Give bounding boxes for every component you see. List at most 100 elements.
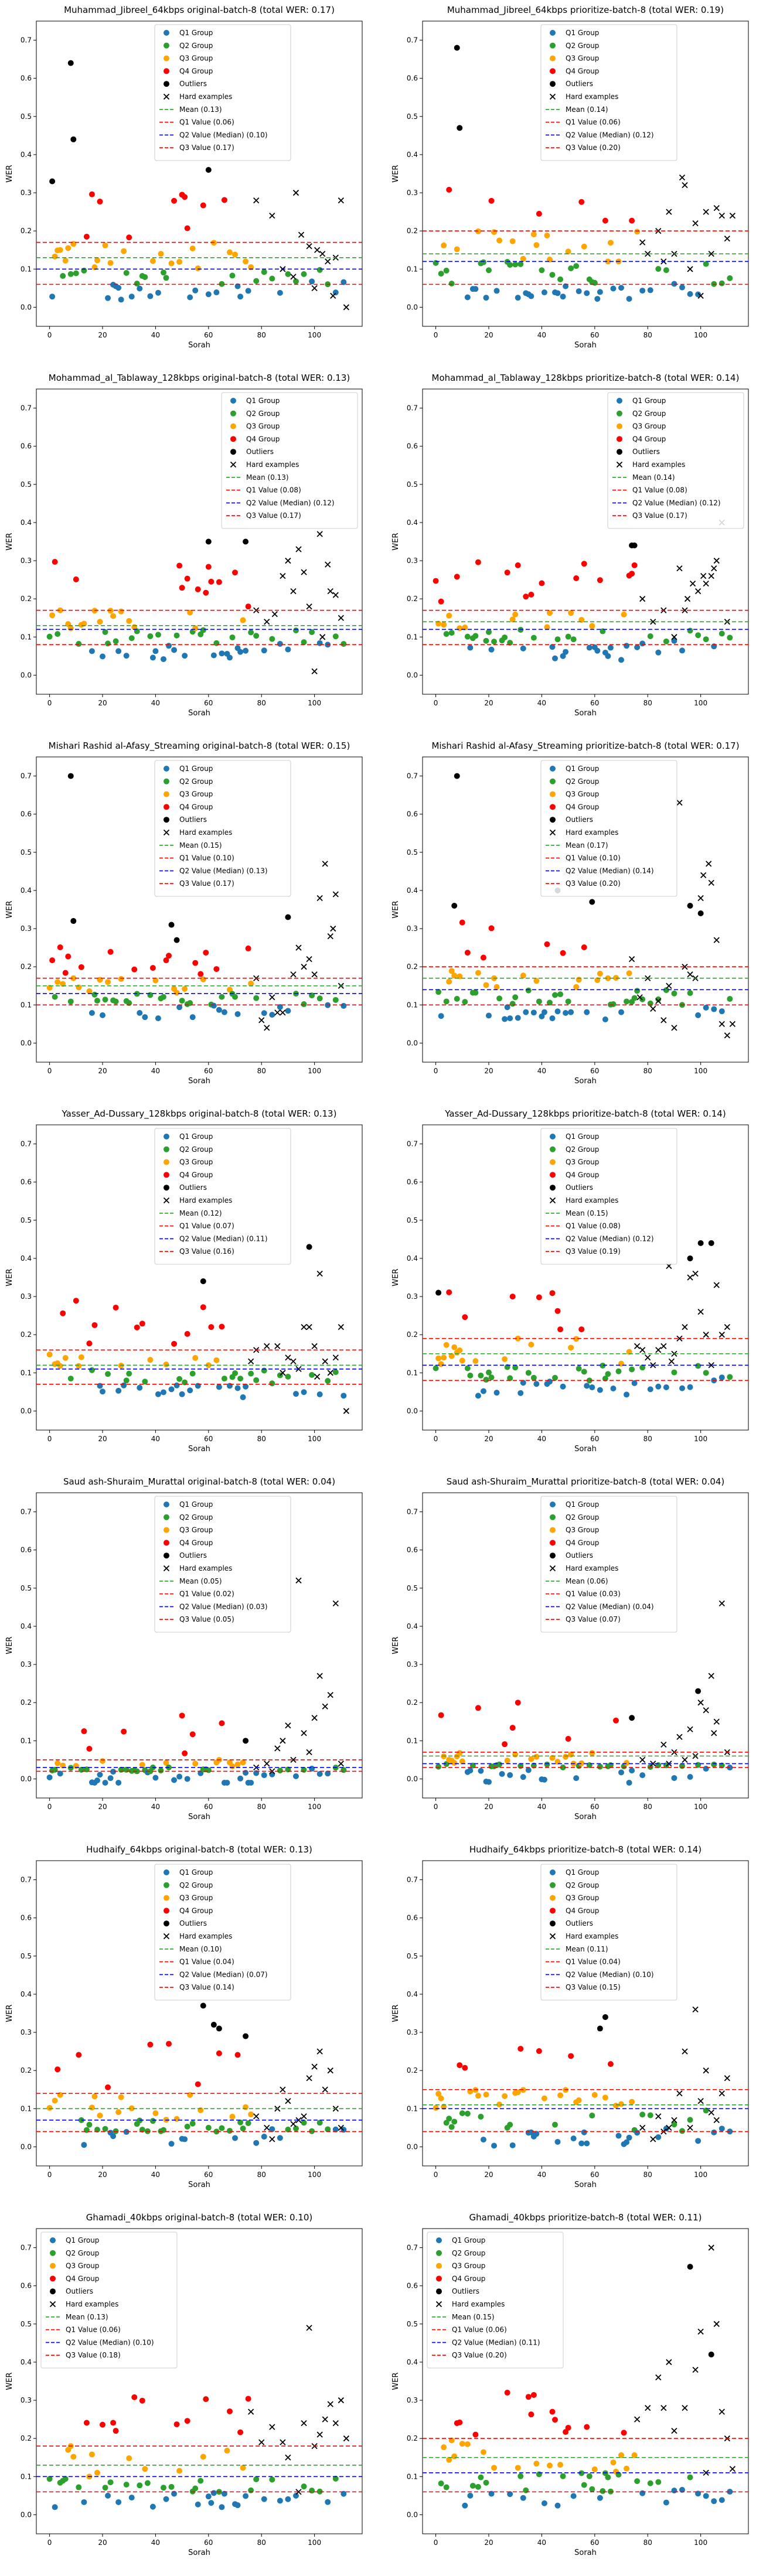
y-tick-label: 0.2 xyxy=(21,2434,32,2442)
q4-point xyxy=(597,577,603,584)
q2-point xyxy=(703,261,709,267)
legend-label: Q4 Group xyxy=(566,67,599,75)
q1-point xyxy=(493,288,500,294)
legend-label: Q1 Group xyxy=(566,765,599,773)
hard-example-point xyxy=(295,1366,302,1372)
hard-example-point xyxy=(274,1009,281,1016)
q2-point xyxy=(610,1001,617,1008)
legend-marker xyxy=(164,81,169,87)
q3-point xyxy=(546,2462,553,2469)
x-axis-label: Sorah xyxy=(188,2181,210,2189)
q1-point xyxy=(213,289,220,296)
x-tick-label: 60 xyxy=(204,699,213,707)
q3-point xyxy=(435,2090,442,2097)
q2-point xyxy=(86,2121,93,2128)
q1-point xyxy=(261,2134,267,2140)
legend-label: Q2 Group xyxy=(179,42,213,50)
q1-point xyxy=(237,1775,244,1782)
q1-point xyxy=(462,2502,468,2509)
x-tick-label: 0 xyxy=(434,2539,438,2547)
q1-point xyxy=(629,1768,635,1774)
q3-point xyxy=(232,251,239,258)
q2-point xyxy=(448,2124,455,2130)
q2-point xyxy=(695,1363,702,1369)
legend-marker xyxy=(164,1553,169,1559)
q3-point xyxy=(118,976,124,982)
legend-marker xyxy=(549,829,556,836)
legend-label: Q2 Value (Median) (0.04) xyxy=(566,1602,654,1611)
q1-point xyxy=(205,2493,212,2500)
legend-label: Q3 Value (0.17) xyxy=(179,879,234,888)
hard-example-point xyxy=(703,1332,709,1338)
q2-point xyxy=(581,1369,587,1375)
q4-point xyxy=(219,1323,225,1330)
q4-point xyxy=(464,950,471,956)
q3-point xyxy=(94,2469,100,2476)
q2-point xyxy=(687,990,693,997)
y-tick-label: 0.6 xyxy=(407,2282,418,2290)
x-tick-label: 20 xyxy=(484,1803,493,1811)
q1-point xyxy=(234,1011,241,1017)
q4-point xyxy=(200,1304,206,1311)
q2-point xyxy=(629,1366,635,1373)
q1-point xyxy=(152,1775,159,1781)
legend-label: Q4 Group xyxy=(66,2274,99,2282)
q4-point xyxy=(454,574,460,580)
legend-marker xyxy=(550,55,556,62)
q1-point xyxy=(528,293,534,299)
legend-label: Q1 Group xyxy=(566,1500,599,1509)
q4-point xyxy=(457,2419,463,2425)
legend-box xyxy=(540,760,677,897)
q3-point xyxy=(97,2113,103,2119)
y-tick-label: 0.2 xyxy=(407,227,418,235)
q1-point xyxy=(624,2139,630,2145)
q1-point xyxy=(655,649,662,656)
q1-point xyxy=(631,1380,638,1386)
q3-point xyxy=(115,2109,122,2116)
q2-point xyxy=(269,636,275,642)
hard-example-point xyxy=(311,1343,318,1349)
q2-point xyxy=(163,275,169,281)
q3-point xyxy=(189,245,196,252)
q2-point xyxy=(248,629,254,636)
y-tick-label: 0.1 xyxy=(21,1736,32,1745)
y-tick-label: 0.5 xyxy=(21,1952,32,1960)
q4-point xyxy=(62,970,69,976)
legend-label: Q2 Group xyxy=(566,1145,599,1154)
q3-point xyxy=(618,2452,625,2458)
hard-example-point xyxy=(264,1760,270,1767)
hard-example-point xyxy=(634,2416,641,2423)
q2-point xyxy=(578,2470,585,2476)
y-axis-label: WER xyxy=(5,2372,14,2390)
hard-example-point xyxy=(676,800,683,806)
legend-label: Mean (0.13) xyxy=(66,2313,108,2321)
y-tick-label: 0.4 xyxy=(21,1622,32,1630)
x-tick-label: 80 xyxy=(643,1067,652,1075)
x-axis-label: Sorah xyxy=(574,1077,597,1086)
q2-point xyxy=(52,994,58,1000)
q3-point xyxy=(57,607,63,613)
q3-point xyxy=(240,1759,246,1766)
q1-point xyxy=(232,2135,239,2141)
q4-point xyxy=(549,1290,556,1296)
q4-point xyxy=(504,2390,510,2396)
legend-label: Mean (0.15) xyxy=(566,1209,608,1217)
x-tick-label: 100 xyxy=(694,1067,707,1075)
hard-example-point xyxy=(253,197,260,204)
q3-point xyxy=(448,968,455,974)
hard-example-point xyxy=(703,2469,709,2476)
y-tick-label: 0.2 xyxy=(21,595,32,603)
legend-label: Q1 Group xyxy=(452,2236,485,2244)
y-tick-label: 0.1 xyxy=(407,265,418,273)
hard-example-point xyxy=(724,1032,730,1039)
x-axis-label: Sorah xyxy=(188,1077,210,1086)
q1-point xyxy=(340,1393,347,1399)
x-tick-label: 20 xyxy=(484,331,493,339)
q2-point xyxy=(219,281,225,287)
q4-point xyxy=(509,1725,516,1731)
q3-point xyxy=(76,1363,82,1369)
hard-example-point xyxy=(280,2086,286,2093)
q4-point xyxy=(573,575,580,582)
q2-point xyxy=(142,274,148,280)
q2-point xyxy=(443,2120,450,2126)
